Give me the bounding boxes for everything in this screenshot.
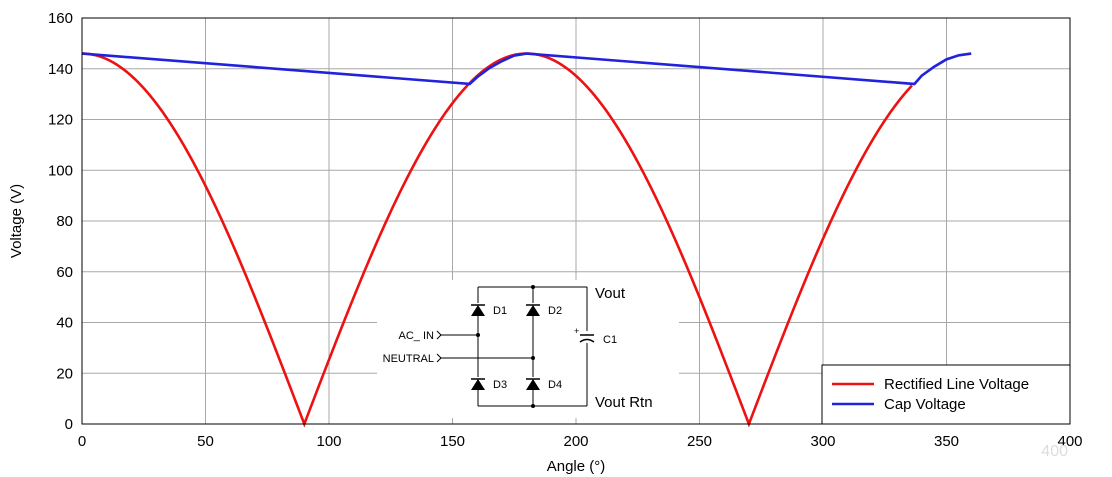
x-tick-label: 400 [1057, 433, 1082, 450]
legend-label-rectified: Rectified Line Voltage [884, 376, 1029, 393]
legend-label-cap: Cap Voltage [884, 396, 966, 413]
x-axis-title: Angle (°) [547, 458, 606, 475]
label-d2: D2 [548, 305, 562, 317]
legend-box [821, 364, 1071, 425]
label-neutral: NEUTRAL [383, 353, 434, 365]
y-tick-label: 60 [56, 264, 73, 281]
watermark: 400 [1041, 443, 1068, 460]
diode-d4-icon [525, 377, 541, 390]
x-tick-label: 50 [197, 433, 214, 450]
x-tick-label: 200 [563, 433, 588, 450]
y-axis-title: Voltage (V) [8, 184, 25, 258]
y-tick-label: 20 [56, 365, 73, 382]
series-rectified-line-voltage [81, 52, 913, 428]
series-cap-voltage [81, 52, 972, 86]
y-tick-label: 0 [65, 416, 73, 433]
diode-d2-icon [525, 303, 541, 316]
x-tick-label: 250 [687, 433, 712, 450]
y-tick-label: 80 [56, 213, 73, 230]
x-tick-label: 150 [440, 433, 465, 450]
y-tick-label: 40 [56, 315, 73, 332]
junction-dot [476, 333, 480, 337]
plot-border [81, 17, 1071, 425]
capacitor-c1-icon [579, 331, 595, 343]
bridge-rectifier-schematic: AC_ IN NEUTRAL D1 D2 D3 D4 C1 + Vout Vou… [377, 280, 679, 418]
label-d1: D1 [493, 305, 507, 317]
label-d4: D4 [548, 379, 562, 391]
y-tick-label: 120 [48, 112, 73, 129]
y-tick-label: 140 [48, 61, 73, 78]
y-tick-label: 160 [48, 10, 73, 27]
label-cap-plus: + [574, 326, 579, 336]
neutral-terminal-icon [436, 353, 442, 363]
x-tick-label: 0 [78, 433, 86, 450]
x-tick-label: 100 [316, 433, 341, 450]
label-ac-in: AC_ IN [399, 330, 435, 342]
junction-dot [531, 285, 535, 289]
label-d3: D3 [493, 379, 507, 391]
legend: Rectified Line Voltage Cap Voltage [821, 364, 1071, 425]
junction-dot [531, 356, 535, 360]
x-tick-label: 350 [934, 433, 959, 450]
label-c1: C1 [603, 334, 617, 346]
ac-in-terminal-icon [436, 330, 442, 340]
junction-dot [531, 404, 535, 408]
diode-d1-icon [470, 303, 486, 316]
diode-d3-icon [470, 377, 486, 390]
y-tick-label: 100 [48, 162, 73, 179]
x-tick-label: 300 [810, 433, 835, 450]
tick-labels: 0 50 100 150 200 250 300 350 400 0 20 40 60 80 100 120 1… [48, 10, 1083, 450]
label-vout-rtn: Vout Rtn [595, 394, 653, 411]
label-vout: Vout [595, 285, 626, 302]
